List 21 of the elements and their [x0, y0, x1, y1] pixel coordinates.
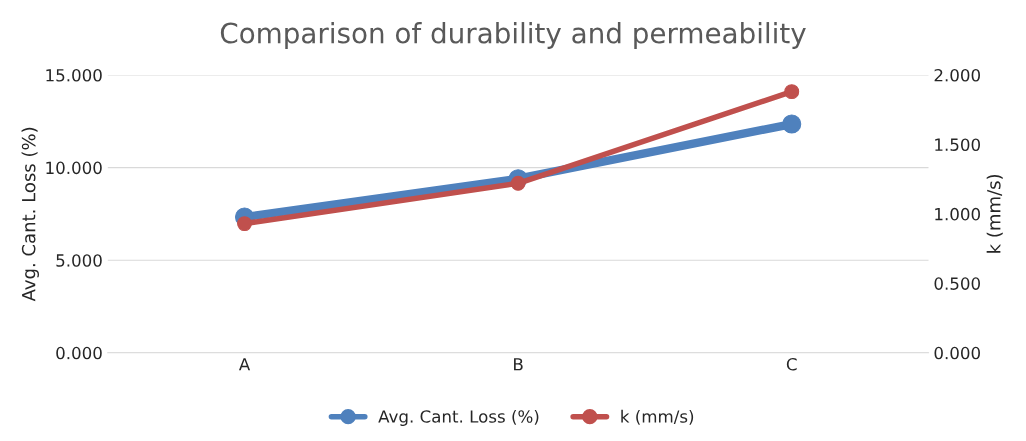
y2-tick-label: 0.500: [934, 277, 980, 290]
y2-tick-label: 1.000: [935, 207, 980, 221]
y2-axis-title: k (mm/s): [986, 174, 1003, 253]
point: [782, 114, 802, 134]
point: [510, 175, 526, 191]
y-tick-label: 0.000: [56, 346, 102, 360]
legend-label: Avg. Cant. Loss (%): [378, 409, 539, 426]
x-tick-label: C: [786, 357, 797, 371]
y2-tick-label: 0.000: [934, 346, 980, 360]
point: [237, 216, 252, 232]
y-tick-label: 5.000: [56, 254, 102, 267]
legend-label: k (mm/s): [621, 409, 694, 425]
x-tick-label: B: [514, 358, 523, 371]
x-tick-label: A: [238, 358, 251, 371]
y2-tick-label: 2.000: [934, 68, 980, 82]
y-tick-label: 15.000: [46, 68, 102, 82]
y-tick-label: 10.000: [46, 161, 102, 175]
chart-title: Comparison of durability and permeability: [220, 22, 806, 49]
point: [784, 84, 800, 100]
y-axis-title: Avg. Cant. Loss (%): [21, 127, 39, 302]
y2-tick-label: 1.500: [935, 138, 980, 151]
